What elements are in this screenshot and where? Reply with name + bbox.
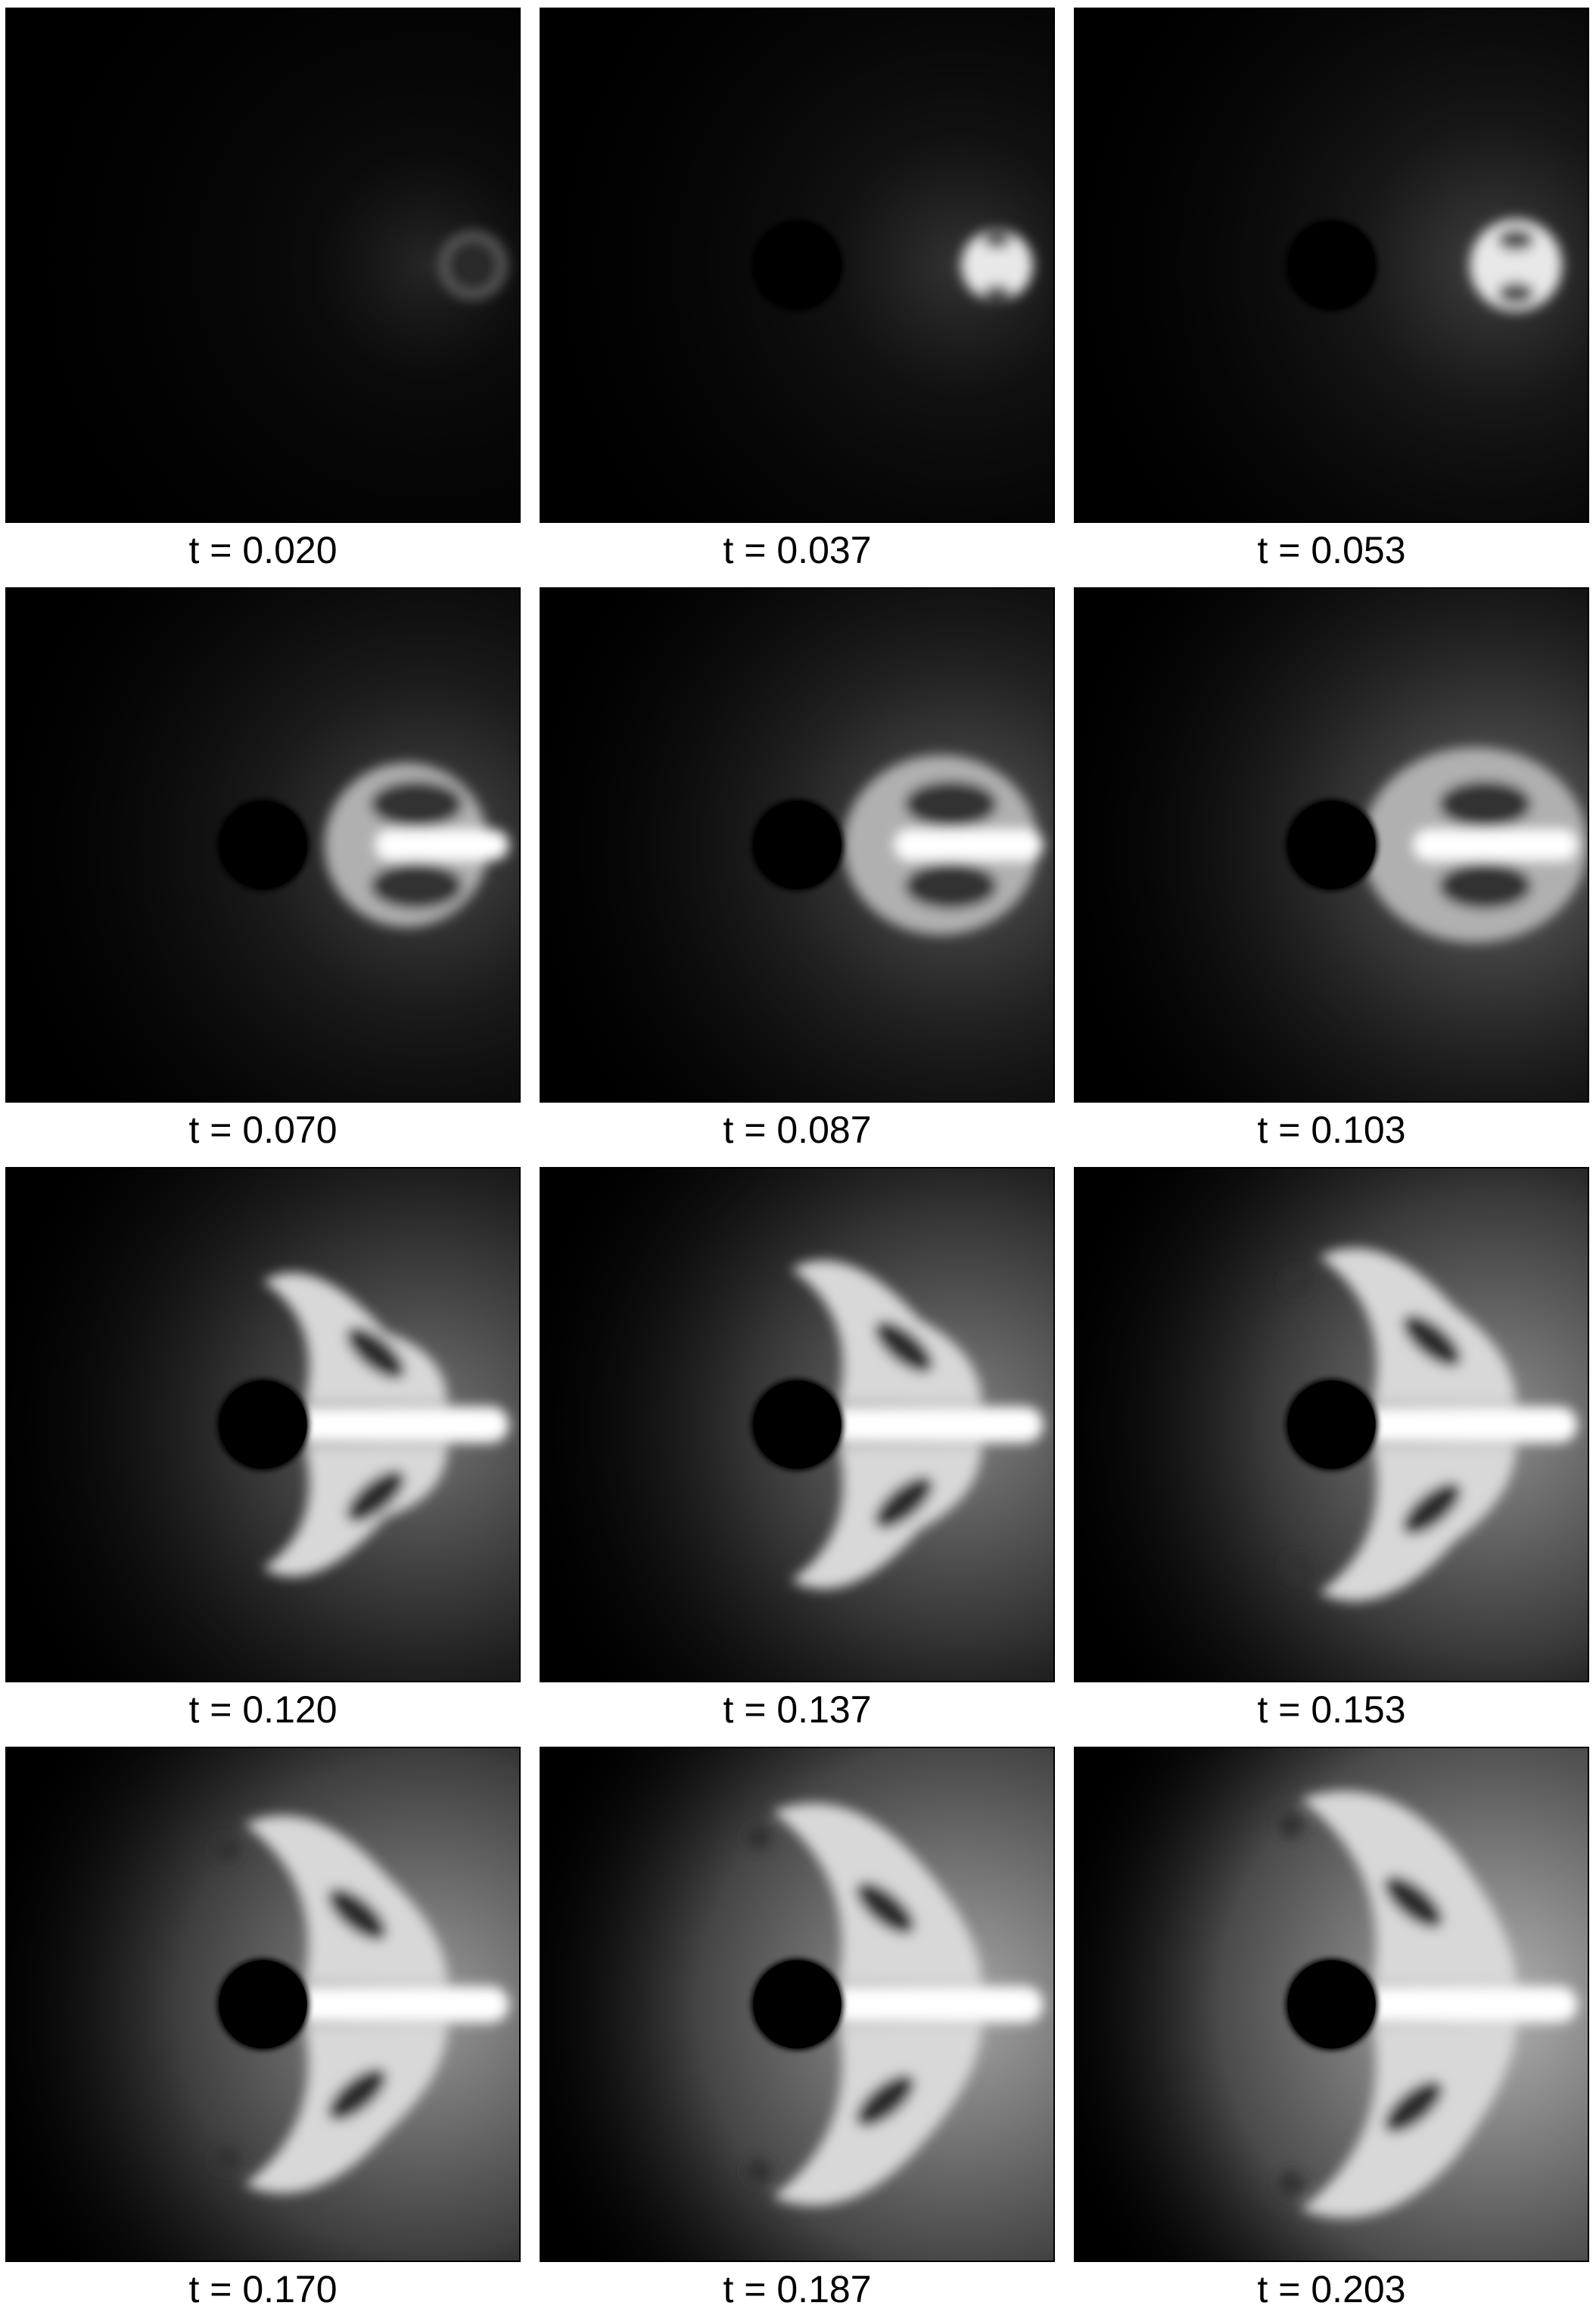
frame-time-label: t = 0.020 — [188, 529, 338, 571]
frame-time-label: t = 0.203 — [1257, 2268, 1406, 2310]
density-field — [7, 1748, 519, 2261]
density-field — [1075, 1748, 1588, 2261]
density-field — [1075, 589, 1588, 1101]
density-field — [1075, 9, 1588, 521]
frame-time-label: t = 0.170 — [188, 2268, 338, 2310]
frame-time-label: t = 0.137 — [723, 1688, 872, 1731]
frame-time-label: t = 0.053 — [1257, 529, 1406, 571]
frame-panel — [540, 587, 1055, 1103]
density-field — [7, 9, 519, 521]
frame-panel — [5, 587, 521, 1103]
frame-panel — [5, 1167, 521, 1682]
density-field — [1075, 1168, 1588, 1681]
frame-time-label: t = 0.070 — [188, 1109, 338, 1151]
frame-panel — [1074, 587, 1589, 1103]
frame-panel — [1074, 1167, 1589, 1682]
density-field — [541, 1168, 1053, 1681]
density-field — [7, 589, 519, 1101]
density-field — [541, 9, 1053, 521]
frame-time-label: t = 0.037 — [723, 529, 872, 571]
frame-time-label: t = 0.153 — [1257, 1688, 1406, 1731]
density-field — [7, 1168, 519, 1681]
frame-time-label: t = 0.087 — [723, 1109, 872, 1151]
frame-panel — [540, 1747, 1055, 2262]
frame-panel — [1074, 1747, 1589, 2262]
density-field — [541, 589, 1053, 1101]
density-field — [541, 1748, 1053, 2261]
frame-panel — [1074, 8, 1589, 523]
frame-panel — [5, 1747, 521, 2262]
frame-panel — [540, 8, 1055, 523]
frame-time-label: t = 0.120 — [188, 1688, 338, 1731]
frame-time-label: t = 0.187 — [723, 2268, 872, 2310]
frame-panel — [5, 8, 521, 523]
frame-time-label: t = 0.103 — [1257, 1109, 1406, 1151]
frame-panel — [540, 1167, 1055, 1682]
